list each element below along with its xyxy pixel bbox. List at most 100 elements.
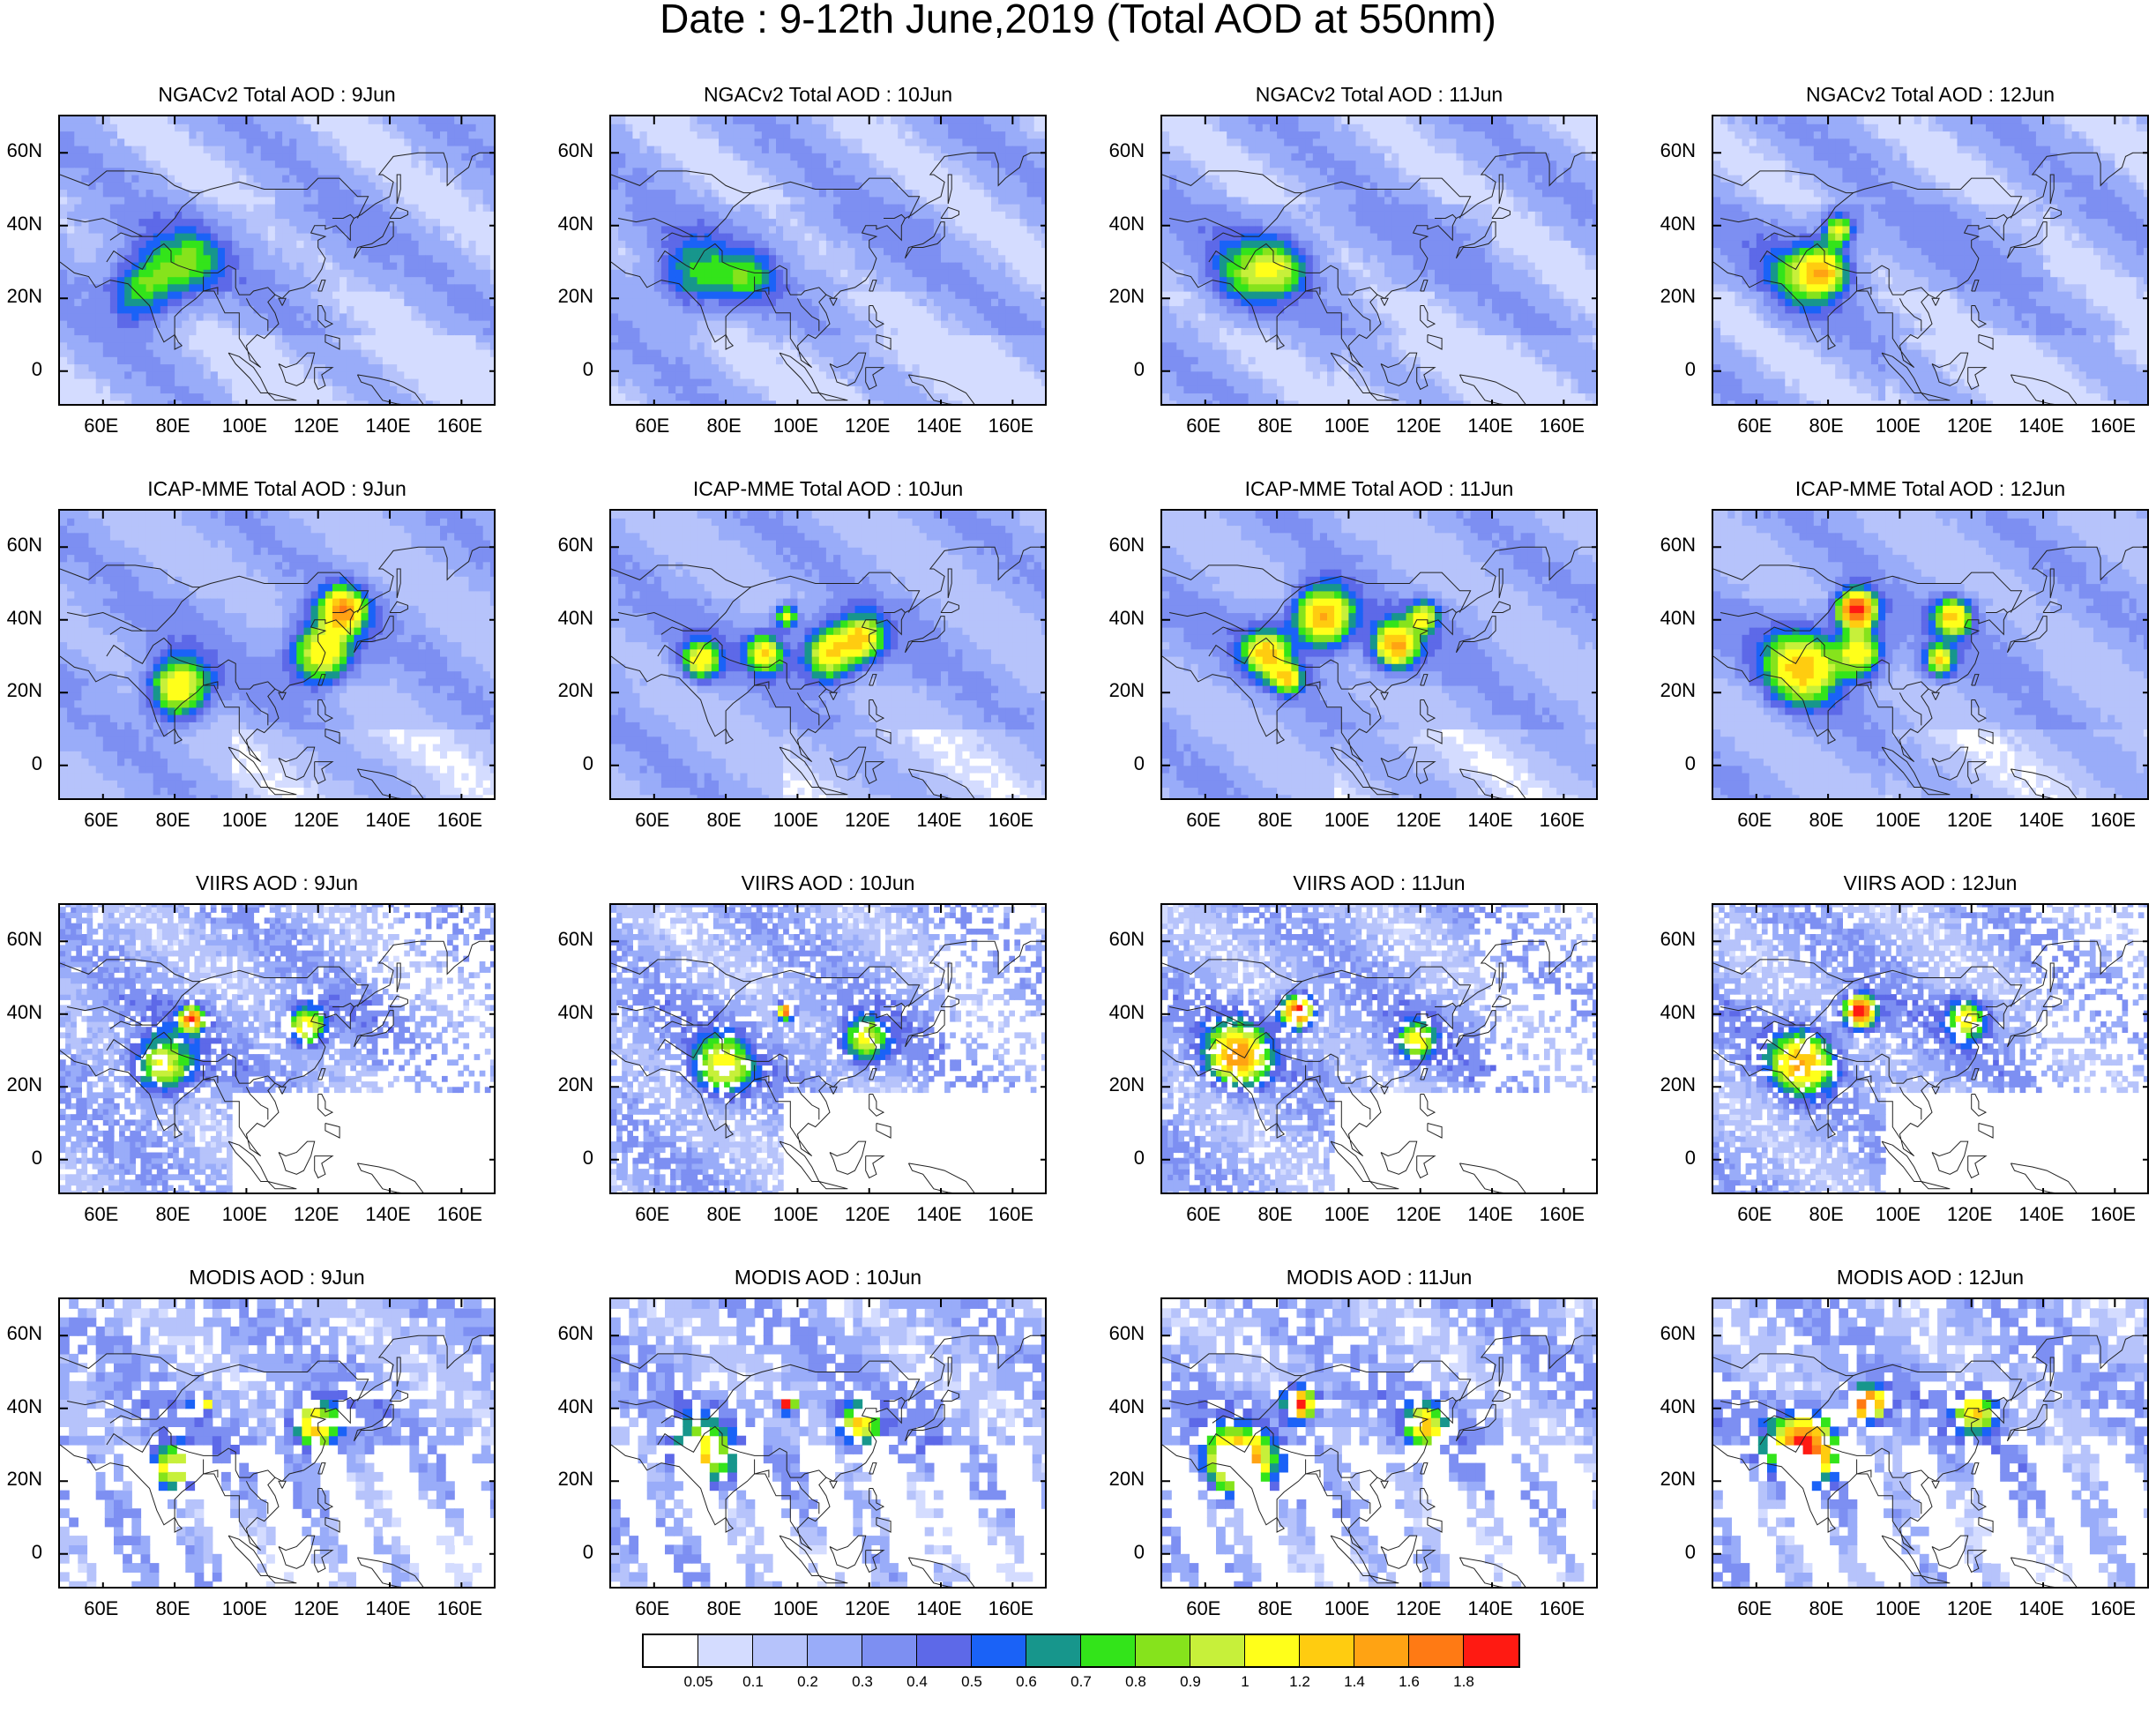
lat-tick-label: 40N xyxy=(1660,213,1696,236)
lon-tick-label: 100E xyxy=(222,1597,267,1620)
colorbar-box xyxy=(753,1635,808,1666)
colorbar-label: 0.9 xyxy=(1180,1673,1201,1691)
map-panel xyxy=(1160,509,1598,800)
aod-field xyxy=(60,511,494,798)
lat-tick-label: 0 xyxy=(1134,1541,1145,1564)
lon-tick-label: 100E xyxy=(1324,415,1369,437)
map-panel xyxy=(609,115,1047,406)
lon-tick-label: 100E xyxy=(1324,1203,1369,1226)
colorbar-box xyxy=(1190,1635,1245,1666)
map-panel xyxy=(58,1297,496,1589)
panel-title: VIIRS AOD : 9Jun xyxy=(41,871,513,895)
lat-tick-label: 40N xyxy=(1660,607,1696,630)
lat-tick-label: 20N xyxy=(558,679,593,702)
lat-tick-label: 0 xyxy=(583,752,593,775)
colorbar-label: 0.2 xyxy=(797,1673,818,1691)
lon-tick-label: 120E xyxy=(294,1597,339,1620)
lon-tick-label: 120E xyxy=(294,415,339,437)
lon-tick-label: 120E xyxy=(1947,1203,1992,1226)
lon-tick-label: 160E xyxy=(437,415,482,437)
colorbar-box xyxy=(808,1635,862,1666)
lat-tick-label: 60N xyxy=(7,534,42,557)
aod-field xyxy=(1713,905,2147,1192)
lat-tick-label: 40N xyxy=(1109,607,1145,630)
panel-title: MODIS AOD : 11Jun xyxy=(1143,1266,1615,1290)
lat-tick-label: 40N xyxy=(7,1001,42,1024)
lon-tick-label: 140E xyxy=(365,415,410,437)
lat-tick-label: 0 xyxy=(32,1147,42,1170)
lon-tick-label: 160E xyxy=(437,1203,482,1226)
panel-title: VIIRS AOD : 12Jun xyxy=(1694,871,2156,895)
lat-tick-label: 0 xyxy=(32,752,42,775)
lat-tick-label: 40N xyxy=(1109,1001,1145,1024)
lat-tick-label: 40N xyxy=(558,607,593,630)
map-panel xyxy=(1160,1297,1598,1589)
lat-tick-label: 0 xyxy=(583,358,593,381)
lat-tick-label: 0 xyxy=(583,1147,593,1170)
colorbar-boxes xyxy=(642,1634,1520,1668)
lon-tick-label: 120E xyxy=(845,1203,890,1226)
lon-tick-label: 160E xyxy=(1540,415,1585,437)
lon-tick-label: 140E xyxy=(916,415,961,437)
lon-tick-label: 80E xyxy=(1258,809,1293,832)
lat-tick-label: 20N xyxy=(1109,1468,1145,1491)
lat-tick-label: 0 xyxy=(1134,1147,1145,1170)
panel-title: MODIS AOD : 12Jun xyxy=(1694,1266,2156,1290)
lon-tick-label: 120E xyxy=(845,809,890,832)
lat-tick-label: 60N xyxy=(558,928,593,951)
lon-tick-label: 160E xyxy=(437,1597,482,1620)
lat-tick-label: 40N xyxy=(1109,213,1145,236)
lon-tick-label: 60E xyxy=(1186,809,1220,832)
lon-tick-label: 140E xyxy=(916,809,961,832)
lon-tick-label: 100E xyxy=(222,1203,267,1226)
lat-tick-label: 20N xyxy=(1109,679,1145,702)
lon-tick-label: 100E xyxy=(1324,1597,1369,1620)
colorbar-label: 0.6 xyxy=(1016,1673,1037,1691)
lon-tick-label: 120E xyxy=(1947,809,1992,832)
lon-tick-label: 160E xyxy=(2091,1597,2136,1620)
map-panel xyxy=(1712,903,2149,1194)
lat-tick-label: 60N xyxy=(558,534,593,557)
map-panel xyxy=(1712,509,2149,800)
lat-tick-label: 20N xyxy=(7,1073,42,1096)
map-panel xyxy=(609,509,1047,800)
panel-title: VIIRS AOD : 11Jun xyxy=(1143,871,1615,895)
lon-tick-label: 80E xyxy=(156,809,190,832)
lat-tick-label: 20N xyxy=(558,285,593,308)
figure-title: Date : 9-12th June,2019 (Total AOD at 55… xyxy=(0,0,2156,42)
aod-field xyxy=(611,116,1045,404)
lon-tick-label: 80E xyxy=(1258,1203,1293,1226)
lon-tick-label: 60E xyxy=(84,1597,118,1620)
lat-tick-label: 20N xyxy=(1660,1073,1696,1096)
lat-tick-label: 20N xyxy=(7,679,42,702)
aod-field xyxy=(611,511,1045,798)
map-panel xyxy=(58,509,496,800)
lon-tick-label: 140E xyxy=(916,1597,961,1620)
panel-title: ICAP-MME Total AOD : 9Jun xyxy=(41,477,513,501)
lon-tick-label: 60E xyxy=(1186,1597,1220,1620)
lon-tick-label: 140E xyxy=(365,1597,410,1620)
lon-tick-label: 140E xyxy=(2018,809,2063,832)
lon-tick-label: 100E xyxy=(1876,1203,1921,1226)
lon-tick-label: 80E xyxy=(707,1597,742,1620)
colorbar-label: 0.5 xyxy=(961,1673,982,1691)
lat-tick-label: 20N xyxy=(1109,1073,1145,1096)
aod-field xyxy=(611,905,1045,1192)
lon-tick-label: 160E xyxy=(988,1203,1033,1226)
lon-tick-label: 80E xyxy=(1809,1203,1844,1226)
lon-tick-label: 100E xyxy=(773,1597,818,1620)
lon-tick-label: 140E xyxy=(916,1203,961,1226)
colorbar-label: 1 xyxy=(1241,1673,1249,1691)
lat-tick-label: 0 xyxy=(1685,358,1696,381)
colorbar-label: 1.2 xyxy=(1289,1673,1310,1691)
lon-tick-label: 140E xyxy=(1467,1203,1512,1226)
aod-field xyxy=(1162,1299,1596,1587)
lon-tick-label: 120E xyxy=(845,415,890,437)
lon-tick-label: 80E xyxy=(1809,415,1844,437)
colorbar-label: 0.7 xyxy=(1071,1673,1092,1691)
aod-field xyxy=(60,1299,494,1587)
lat-tick-label: 40N xyxy=(558,1001,593,1024)
colorbar-box xyxy=(1026,1635,1081,1666)
panel-title: NGACv2 Total AOD : 10Jun xyxy=(592,83,1064,107)
lon-tick-label: 120E xyxy=(1396,1203,1441,1226)
